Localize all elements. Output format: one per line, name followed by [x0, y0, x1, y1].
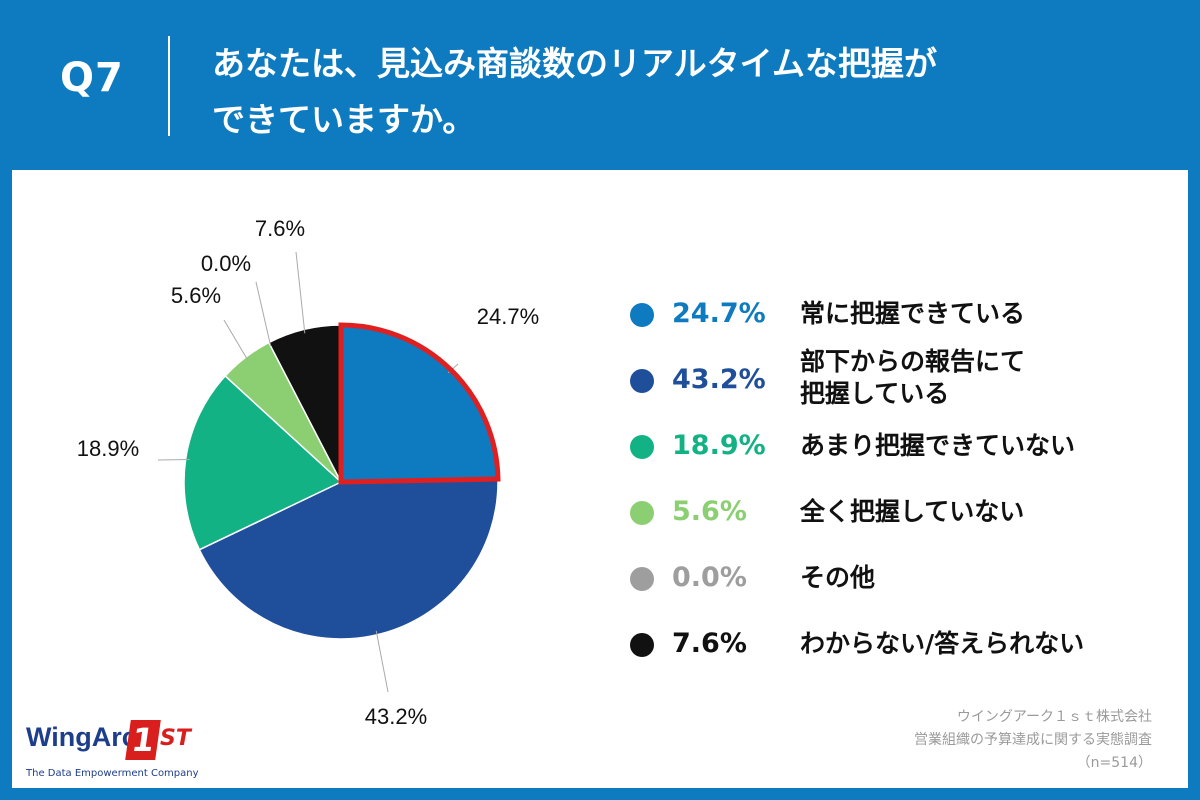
data-label: 18.9%	[77, 436, 139, 461]
legend-swatch	[630, 501, 654, 525]
legend-label-line-1: 部下からの報告にて	[800, 347, 1026, 376]
data-label: 43.2%	[365, 704, 427, 729]
source-note: ウイングアーク１ｓｔ株式会社 営業組織の予算達成に関する実態調査 （n=514）	[832, 706, 1152, 775]
legend-value: 0.0%	[672, 562, 747, 593]
legend-value: 24.7%	[672, 298, 766, 329]
legend-value: 5.6%	[672, 496, 747, 527]
logo-number-mark: 1	[125, 720, 161, 760]
legend-swatch	[630, 435, 654, 459]
question-title: あなたは、見込み商談数のリアルタイムな把握が できていますか。	[212, 36, 1092, 148]
source-sample: （n=514）	[1076, 755, 1152, 771]
legend-label: 部下からの報告にて 把握している	[800, 346, 1150, 410]
logo-suffix: ST	[160, 726, 191, 751]
legend-item: 18.9% あまり把握できていない	[630, 424, 1150, 484]
highlighted-slice-outline	[338, 322, 501, 485]
legend-item: 43.2% 部下からの報告にて 把握している	[630, 347, 1150, 418]
source-survey: 営業組織の予算達成に関する実態調査	[914, 732, 1152, 748]
header-divider	[168, 36, 170, 136]
legend-label: わからない/答えられない	[800, 629, 1085, 658]
legend-label-line-2: 把握している	[800, 379, 950, 408]
source-company: ウイングアーク１ｓｔ株式会社	[956, 709, 1152, 725]
data-label: 0.0%	[201, 251, 251, 276]
pie-slice	[183, 374, 343, 551]
question-title-line-1: あなたは、見込み商談数のリアルタイムな把握が	[212, 44, 938, 83]
leader-line	[157, 458, 190, 461]
legend-item: 7.6% わからない/答えられない	[630, 622, 1150, 682]
legend-item: 24.7% 常に把握できている	[630, 292, 1150, 352]
leader-line	[255, 281, 272, 347]
logo-tagline: The Data Empowerment Company	[26, 768, 199, 779]
legend-swatch	[630, 567, 654, 591]
data-label: 7.6%	[255, 216, 305, 241]
legend-swatch	[630, 633, 654, 657]
leader-line	[375, 630, 389, 693]
leader-line	[223, 319, 249, 361]
legend-swatch	[630, 303, 654, 327]
legend-label: その他	[800, 563, 876, 592]
wingarc-logo: WingArc 1 ST The Data Empowerment Compan…	[26, 720, 206, 782]
legend-item: 0.0% その他	[630, 556, 1150, 616]
legend-item: 5.6% 全く把握していない	[630, 490, 1150, 550]
legend-value: 43.2%	[672, 364, 766, 395]
question-number: Q7	[60, 55, 124, 101]
legend-label: 常に把握できている	[800, 299, 1026, 328]
question-title-line-2: できていますか。	[212, 100, 476, 139]
logo-wordmark: WingArc	[26, 722, 137, 752]
legend-value: 7.6%	[672, 628, 747, 659]
legend-swatch	[630, 369, 654, 393]
leader-line	[295, 251, 306, 334]
legend-value: 18.9%	[672, 430, 766, 461]
legend-label: あまり把握できていない	[800, 431, 1076, 460]
data-label: 24.7%	[477, 304, 539, 329]
legend-label: 全く把握していない	[800, 497, 1025, 526]
data-label: 5.6%	[171, 283, 221, 308]
header: Q7 あなたは、見込み商談数のリアルタイムな把握が できていますか。	[0, 0, 1200, 170]
